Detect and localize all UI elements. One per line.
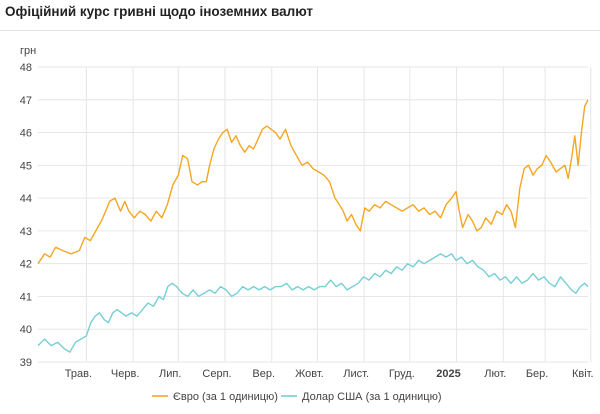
x-tick-label: Лип. (159, 368, 181, 380)
y-tick-label: 39 (20, 357, 32, 369)
y-axis-unit-label: грн (20, 45, 36, 57)
x-tick-label: Лист. (343, 368, 369, 380)
y-tick-label: 46 (20, 128, 32, 140)
legend-item-euro-label[interactable]: Євро (за 1 одиницю) (173, 391, 278, 403)
chart-area: грн 39 40 41 42 43 44 45 46 47 48 Трав. Черв. Лип. Сер… (0, 30, 600, 409)
y-tick-label: 43 (20, 226, 32, 238)
x-tick-label: Черв. (111, 368, 139, 380)
line-chart-svg: грн 39 40 41 42 43 44 45 46 47 48 Трав. Черв. Лип. Сер… (20, 45, 594, 403)
y-tick-label: 45 (20, 160, 32, 172)
x-tick-label: Серп. (202, 368, 231, 380)
x-tick-label: Квіт. (572, 368, 594, 380)
x-tick-label: Вер. (252, 368, 275, 380)
x-tick-label: Бер. (526, 368, 549, 380)
x-tick-label: Жовт. (295, 368, 324, 380)
y-tick-label: 48 (20, 62, 32, 74)
header-bar: Офіційний курс гривні щодо іноземних вал… (0, 0, 600, 31)
y-tick-label: 41 (20, 291, 32, 303)
y-tick-label: 40 (20, 324, 32, 336)
y-tick-label: 42 (20, 259, 32, 271)
y-tick-label: 44 (20, 193, 32, 205)
chart-title: Офіційний курс гривні щодо іноземних вал… (5, 4, 314, 19)
y-tick-label: 47 (20, 95, 32, 107)
x-tick-label: Трав. (65, 368, 92, 380)
x-tick-label: Груд. (389, 368, 415, 380)
x-tick-label: Лют. (484, 368, 506, 380)
series-line-euro (37, 99, 589, 265)
legend-item-usd-label[interactable]: Долар США (за 1 одиницю) (302, 391, 442, 403)
series-line-usd (37, 253, 589, 353)
x-tick-label: 2025 (436, 368, 460, 380)
